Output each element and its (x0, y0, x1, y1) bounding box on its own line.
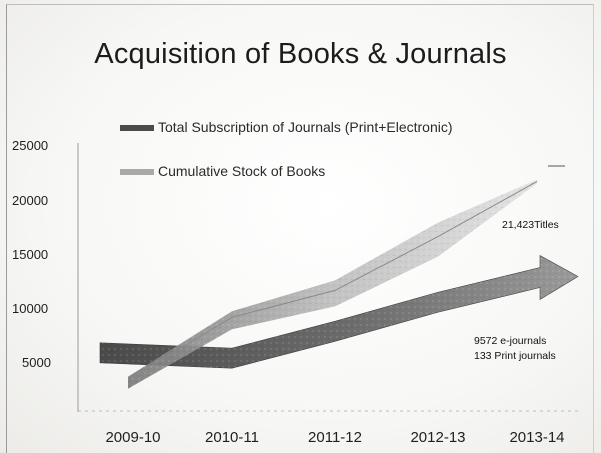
series-books-texture (128, 179, 537, 389)
legend: Total Subscription of Journals (Print+El… (120, 119, 453, 179)
y-tick-label: 10000 (12, 301, 48, 316)
x-tick-label: 2009-10 (105, 429, 160, 446)
legend-label-books: Cumulative Stock of Books (158, 163, 325, 179)
legend-label-journals: Total Subscription of Journals (Print+El… (158, 119, 453, 135)
x-tick-label: 2013-14 (509, 429, 564, 446)
series-books-line (127, 181, 538, 381)
series-journals (99, 254, 579, 369)
series-books (127, 179, 538, 389)
annotation-e-journals: 9572 e-journals (474, 335, 546, 347)
legend-swatch-journals (120, 125, 154, 131)
x-tick-label: 2012-13 (410, 429, 465, 446)
y-tick-label: 15000 (12, 247, 48, 262)
x-tick-label: 2010-11 (205, 429, 259, 446)
annotation-books-titles: 21,423Titles (502, 219, 559, 231)
x-tick-label: 2011-12 (308, 429, 362, 446)
series-journals-texture (100, 255, 578, 369)
y-tick-label: 20000 (12, 193, 48, 208)
slide-border (6, 4, 594, 453)
chart-title: Acquisition of Books & Journals (94, 38, 507, 70)
y-tick-label: 5000 (22, 355, 51, 370)
annotation-print-journals: 133 Print journals (474, 350, 556, 362)
y-tick-label: 25000 (12, 138, 48, 153)
legend-swatch-books (120, 169, 154, 175)
